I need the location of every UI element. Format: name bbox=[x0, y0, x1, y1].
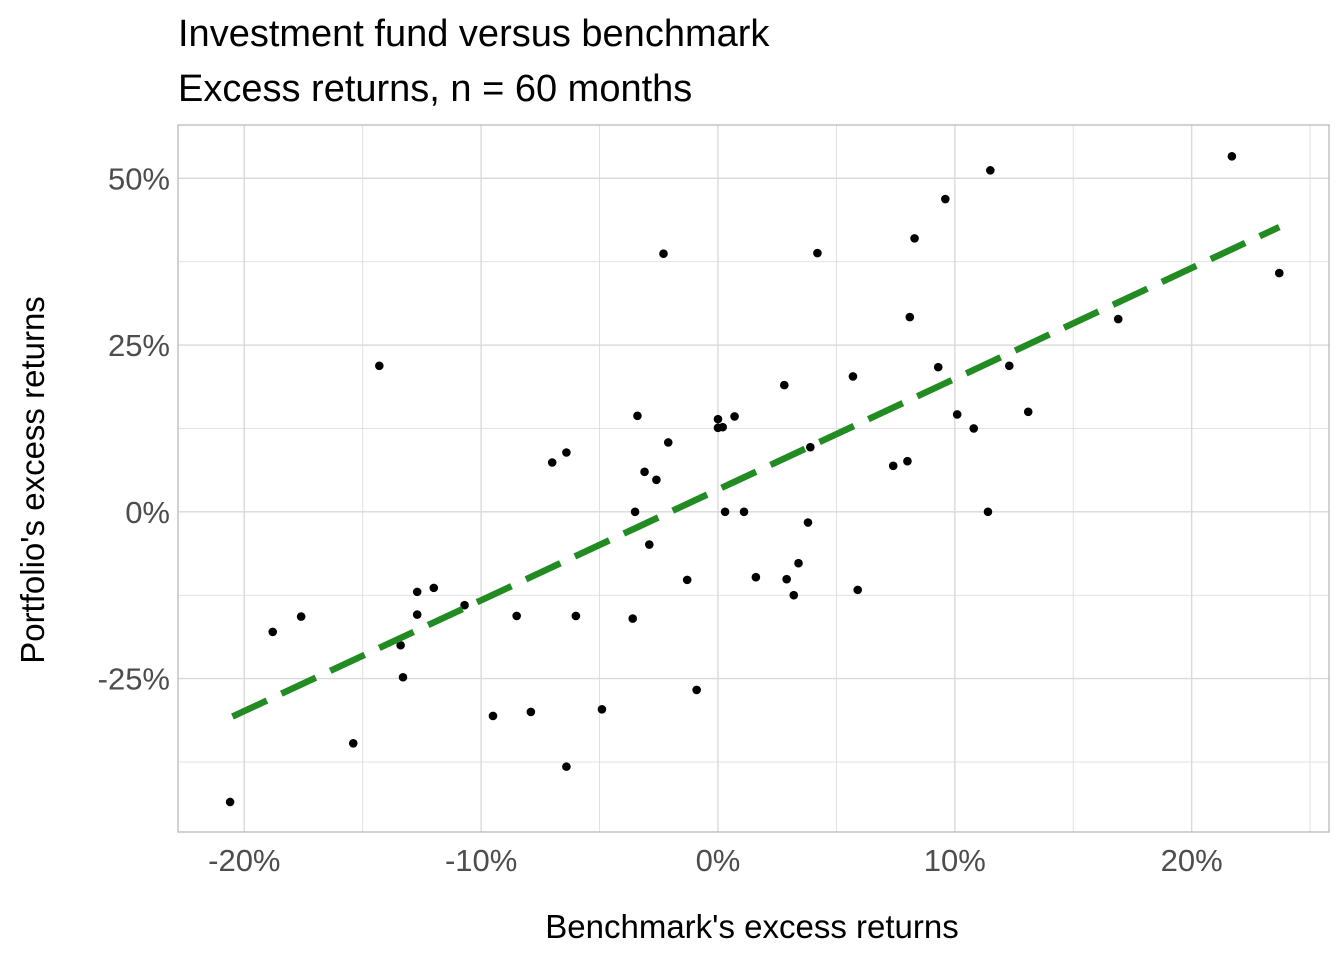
data-point bbox=[412, 610, 422, 619]
data-point bbox=[633, 411, 642, 421]
data-point bbox=[789, 590, 799, 600]
y-tick-label: 0% bbox=[125, 495, 170, 530]
x-axis-title: Benchmark's excess returns bbox=[545, 908, 958, 945]
chart-title: Investment fund versus benchmark bbox=[178, 13, 770, 55]
data-point bbox=[268, 627, 278, 637]
data-point bbox=[903, 456, 912, 466]
data-point bbox=[225, 797, 235, 807]
x-tick-label: -20% bbox=[208, 843, 280, 878]
x-tick-label: 20% bbox=[1161, 843, 1223, 878]
y-tick-label: -25% bbox=[98, 662, 170, 697]
data-point bbox=[652, 475, 661, 485]
data-point bbox=[597, 704, 607, 714]
data-point bbox=[853, 585, 863, 595]
data-point bbox=[1023, 407, 1033, 417]
data-point bbox=[398, 672, 408, 682]
data-point bbox=[803, 518, 813, 527]
data-point bbox=[983, 507, 993, 517]
data-point bbox=[751, 572, 761, 582]
data-point bbox=[806, 442, 815, 452]
fit-line-group bbox=[231, 224, 1281, 720]
data-point bbox=[396, 640, 405, 650]
data-point bbox=[779, 380, 789, 390]
y-axis-title: Portfolio's excess returns bbox=[14, 296, 51, 664]
data-point bbox=[718, 422, 728, 432]
y-axis-tick-labels: -25% 0% 25% 50% bbox=[98, 161, 170, 696]
y-tick-label: 25% bbox=[108, 328, 170, 363]
data-point bbox=[644, 540, 654, 549]
data-point bbox=[794, 558, 803, 568]
data-point bbox=[1113, 314, 1123, 324]
x-tick-label: 0% bbox=[696, 843, 741, 878]
data-point bbox=[562, 448, 571, 457]
data-point bbox=[512, 611, 521, 621]
data-point bbox=[375, 361, 384, 371]
data-point bbox=[905, 312, 915, 322]
data-point bbox=[682, 575, 692, 585]
x-tick-label: 10% bbox=[924, 843, 986, 878]
data-point bbox=[628, 614, 638, 623]
data-point bbox=[630, 507, 640, 517]
data-point bbox=[429, 583, 439, 593]
data-point bbox=[1004, 361, 1014, 371]
data-point bbox=[659, 249, 668, 259]
data-point bbox=[848, 372, 858, 381]
grid-minor bbox=[178, 125, 1329, 832]
data-point bbox=[488, 711, 498, 721]
data-point bbox=[571, 611, 581, 621]
data-point bbox=[739, 507, 749, 517]
data-point bbox=[692, 685, 701, 695]
data-point bbox=[952, 410, 962, 419]
data-point bbox=[547, 458, 557, 467]
data-point bbox=[888, 461, 898, 471]
data-point bbox=[910, 234, 919, 243]
grid-major bbox=[178, 125, 1329, 832]
fit-line bbox=[231, 224, 1281, 720]
chart-subtitle: Excess returns, n = 60 months bbox=[178, 68, 692, 110]
data-point bbox=[1274, 268, 1284, 278]
data-point bbox=[986, 166, 995, 175]
data-point bbox=[412, 587, 422, 597]
x-axis-tick-labels: -20% -10% 0% 10% 20% bbox=[208, 843, 1223, 878]
data-point bbox=[348, 738, 358, 748]
data-point bbox=[933, 362, 943, 372]
x-tick-label: -10% bbox=[445, 843, 517, 878]
data-point bbox=[562, 762, 571, 771]
data-point bbox=[730, 412, 739, 421]
data-point bbox=[663, 438, 673, 447]
data-point bbox=[941, 194, 950, 204]
data-point bbox=[640, 467, 649, 477]
data-point bbox=[782, 574, 791, 584]
data-point bbox=[460, 600, 469, 610]
data-point bbox=[713, 414, 723, 424]
y-tick-label: 50% bbox=[108, 161, 170, 196]
data-point bbox=[526, 707, 536, 717]
data-point bbox=[720, 507, 730, 517]
data-point bbox=[969, 424, 979, 433]
data-points bbox=[225, 152, 1284, 807]
data-point bbox=[296, 612, 306, 621]
data-point bbox=[813, 248, 822, 258]
plot-panel-border bbox=[177, 124, 1330, 833]
data-point bbox=[1227, 152, 1237, 161]
